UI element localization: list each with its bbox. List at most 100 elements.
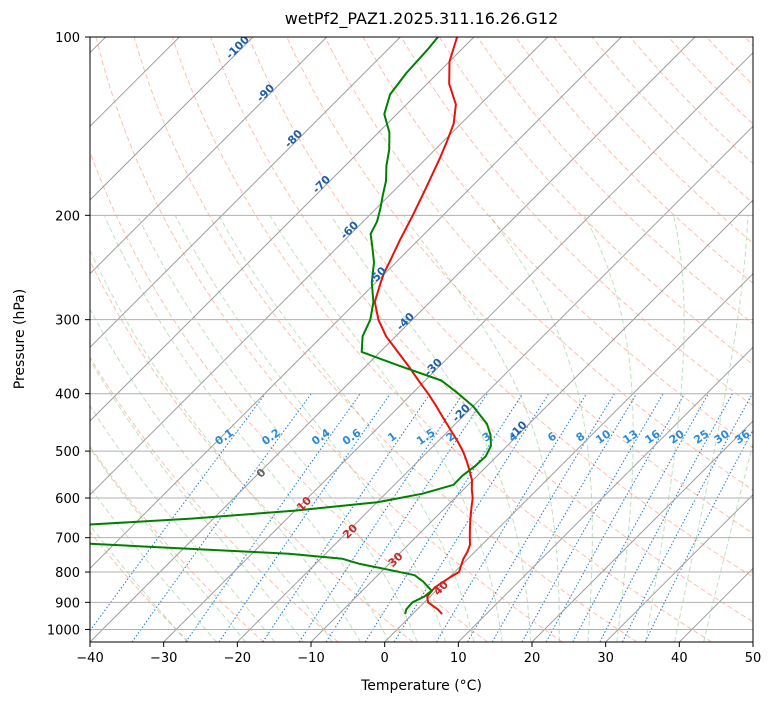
- pressure-gridlines: [90, 37, 753, 630]
- mixing-ratio-lines: [90, 393, 753, 642]
- y-tick-label: 1000: [47, 623, 80, 638]
- y-tick-label: 700: [55, 532, 80, 547]
- moist-adiabat: [174, 215, 446, 642]
- mixing-ratio-line: [545, 393, 686, 642]
- mixing-ratio-line: [491, 393, 637, 642]
- x-tick-label: 30: [597, 651, 614, 666]
- moist-adiabat: [90, 308, 333, 642]
- dry-adiabat: [90, 259, 414, 642]
- mixing-ratio-line: [218, 393, 391, 642]
- moist-adiabat: [674, 215, 749, 642]
- plot-frame: [89, 36, 754, 643]
- mixing-ratio-label: 30: [712, 427, 732, 447]
- x-axis: −40 −30 −20 −10 0 10 20 30 40 50: [76, 642, 761, 666]
- mixing-ratio-line: [521, 393, 664, 642]
- mixing-ratio-line: [572, 393, 709, 642]
- mixing-ratio-label: 25: [691, 427, 711, 446]
- isotherm-line: [384, 272, 753, 642]
- dry-adiabat: [90, 531, 190, 642]
- dry-adiabat: [744, 37, 753, 47]
- moist-adiabat: [103, 215, 390, 642]
- dry-adiabat: [553, 37, 753, 244]
- isotherm-label: 0: [254, 466, 269, 481]
- isotherm-label: -20: [450, 401, 473, 424]
- moist-adiabat: [90, 447, 247, 642]
- mixing-ratio-line: [393, 393, 550, 642]
- mixing-ratio-label: 0.1: [213, 426, 236, 448]
- mixing-ratio-line: [325, 393, 488, 642]
- isotherm-line: [752, 641, 753, 642]
- mixing-ratio-line: [467, 393, 615, 642]
- mixing-ratio-line: [185, 393, 361, 642]
- x-tick-label: −10: [297, 651, 324, 666]
- isotherm-line: [605, 493, 753, 642]
- dry-adiabat: [95, 37, 563, 642]
- dry-adiabat: [248, 37, 753, 578]
- isotherm-line: [90, 37, 549, 496]
- mixing-ratio-line: [599, 393, 733, 642]
- chart-title: wetPf2_PAZ1.2025.311.16.26.G12: [284, 9, 559, 28]
- moist-adiabat: [90, 524, 188, 642]
- series-line: [90, 37, 492, 615]
- dry-adiabat: [90, 445, 264, 642]
- moist-adiabat: [90, 404, 275, 642]
- dry-adiabat: [515, 37, 753, 284]
- isotherm-line: [457, 346, 753, 642]
- x-tick-label: −30: [150, 651, 177, 666]
- y-axis-label: Pressure (hPa): [12, 288, 28, 390]
- dry-adiabat: [400, 37, 753, 407]
- mixing-ratio-line: [621, 393, 753, 642]
- moist-adiabat: [403, 215, 560, 642]
- y-tick-label: 300: [55, 314, 80, 329]
- y-tick-label: 900: [55, 596, 80, 611]
- dry-adiabat: [324, 37, 753, 491]
- mixing-ratio-label: 6: [545, 429, 559, 444]
- x-tick-label: −40: [76, 651, 103, 666]
- mixing-ratio-line: [90, 393, 266, 632]
- mixing-ratio-label: 0.6: [340, 426, 364, 448]
- y-tick-label: 500: [55, 445, 80, 460]
- isotherm-line: [90, 37, 254, 201]
- x-tick-label: −20: [224, 651, 251, 666]
- moist-adiabat: [90, 486, 217, 642]
- isotherm-line: [90, 37, 622, 570]
- isotherm-line: [531, 420, 753, 642]
- isotherm-line: [90, 37, 696, 642]
- moist-adiabat: [90, 358, 304, 642]
- mixing-ratio-label: 36: [733, 427, 753, 447]
- moist-adiabat: [583, 215, 634, 642]
- isotherm-label: -60: [338, 218, 361, 241]
- dry-adiabat: [90, 356, 339, 642]
- moist-adiabats: [90, 215, 753, 642]
- y-tick-label: 200: [55, 209, 80, 224]
- isotherm-label: 20: [340, 521, 360, 541]
- x-tick-label: 0: [381, 651, 389, 666]
- y-tick-label: 600: [55, 492, 80, 507]
- moist-adiabat: [90, 249, 362, 642]
- dry-adiabat: [477, 37, 753, 325]
- x-tick-label: 10: [450, 651, 467, 666]
- isotherm-line: [310, 199, 753, 642]
- y-tick-label: 400: [55, 388, 80, 403]
- isotherm-line: [163, 51, 753, 642]
- dry-adiabat: [133, 37, 638, 642]
- plot-area: 0.1 0.2 0.4 0.6 1 1.5 2 3 4 6 8 10 13 16 20 25 30 36-100-…: [90, 37, 753, 642]
- isotherm-line: [90, 37, 328, 275]
- dry-adiabat: [171, 37, 712, 642]
- x-tick-label: 50: [745, 651, 762, 666]
- x-tick-label: 40: [671, 651, 688, 666]
- isotherm-label: 40: [431, 578, 451, 598]
- moist-adiabat: [645, 215, 685, 642]
- dry-adiabat: [362, 37, 753, 449]
- x-tick-label: 20: [524, 651, 541, 666]
- mixing-ratio-label: 16: [643, 427, 663, 447]
- dry-adiabat: [706, 37, 753, 86]
- mixing-ratio-label: 0.2: [259, 426, 282, 448]
- dry-adiabat: [438, 37, 753, 366]
- series-line: [373, 37, 474, 615]
- skewed-isotherms: [90, 37, 753, 642]
- data-series: [90, 37, 492, 615]
- dry-adiabat: [90, 150, 488, 642]
- isotherm-label: -80: [282, 127, 305, 150]
